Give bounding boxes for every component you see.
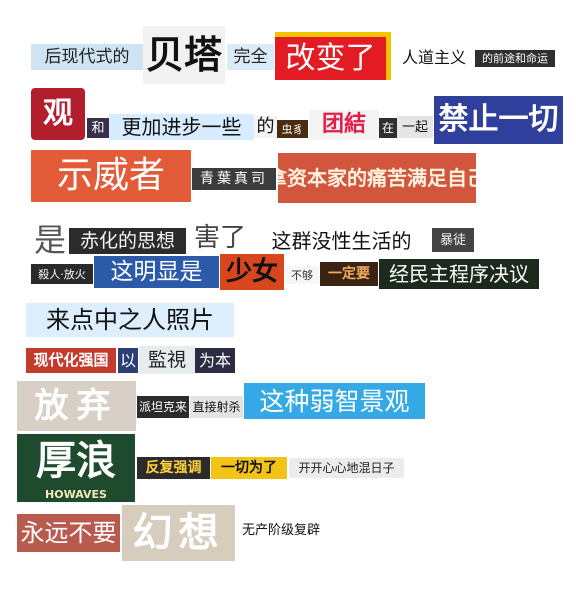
clip-haile: 害了 <box>187 222 253 254</box>
clip-zhijie-shesha: 直接射杀 <box>190 396 243 418</box>
clip-bugou: 不够 <box>285 266 319 284</box>
clip-kaixin-hun-rizi: 开开心心地混日子 <box>289 458 404 478</box>
clip-fangqi: 放弃 <box>17 381 136 431</box>
clip-qiantu-mingyun: 的前途和命运 <box>475 50 555 67</box>
clip-tuanjie: 团結 <box>309 110 379 140</box>
clip-guan: 观 <box>31 88 85 140</box>
clip-yidingyao: 一定要 <box>320 262 378 286</box>
clip-gaibianle: 改变了 <box>275 32 391 80</box>
clip-shiweizhe: 示威者 <box>31 150 191 202</box>
clip-zai: 在 <box>379 118 397 138</box>
clip-de: 的 <box>254 116 277 138</box>
clip-beita: 贝塔 <box>143 26 225 84</box>
clip-yiqi: 一起 <box>397 116 433 138</box>
clip-he: 和 <box>87 118 109 138</box>
clip-sharen-fanghuo: 殺人·放火 <box>31 264 93 284</box>
clip-shi: 是 <box>31 220 69 260</box>
clip-huanxiang: 幻想 <box>122 505 235 561</box>
clip-yi: 以 <box>118 348 138 373</box>
clip-qingye-zhensi: 青葉真司 <box>192 168 276 190</box>
clip-weiben: 为本 <box>195 348 235 373</box>
clip-ziben-jia: 拿资本家的痛苦满足自己 <box>278 153 476 203</box>
clip-baotu: 暴徒 <box>432 228 474 252</box>
clip-ruozhi-jingguan: 这种弱智景观 <box>244 383 425 419</box>
clip-zhe-mingxian-shi: 这明显是 <box>94 256 219 288</box>
clip-fanfu-qiangdiao: 反复强调 <box>137 457 210 479</box>
clip-wuchan-jieji-fubi: 无产阶级复辟 <box>236 520 326 540</box>
clip-wanquan: 完全 <box>227 44 274 70</box>
clip-pai-tanke: 派坦克来 <box>137 396 189 418</box>
clip-rendaozhuyi: 人道主义 <box>393 47 475 69</box>
clip-gengjia-jinbu: 更加进步一些 <box>109 114 254 140</box>
clip-chongzhi: 虫豸 <box>277 120 308 138</box>
clip-houxiandaishi: 后现代式的 <box>31 44 143 70</box>
clip-zhequn: 这群没性生活的 <box>253 228 430 254</box>
clip-jinzhi-yiqie: 禁止一切 <box>434 96 563 144</box>
clip-yiqie-weile: 一切为了 <box>211 457 287 479</box>
clip-shaonu: 少女 <box>220 254 284 290</box>
clip-jianshi: 監視 <box>139 346 195 374</box>
clip-chihua-sixiang: 赤化的思想 <box>69 228 186 254</box>
clip-xiandaihua-qiangguo: 现代化强国 <box>26 348 116 373</box>
clip-laidian-zhaopian: 来点中之人照片 <box>26 303 234 337</box>
clip-houlang-subtitle: HOWAVES <box>45 487 107 501</box>
clip-houlang: 厚浪 <box>17 434 135 502</box>
clip-jing-minzhu: 经民主程序决议 <box>379 259 539 289</box>
clip-yongyuan-buyao: 永远不要 <box>17 514 120 552</box>
